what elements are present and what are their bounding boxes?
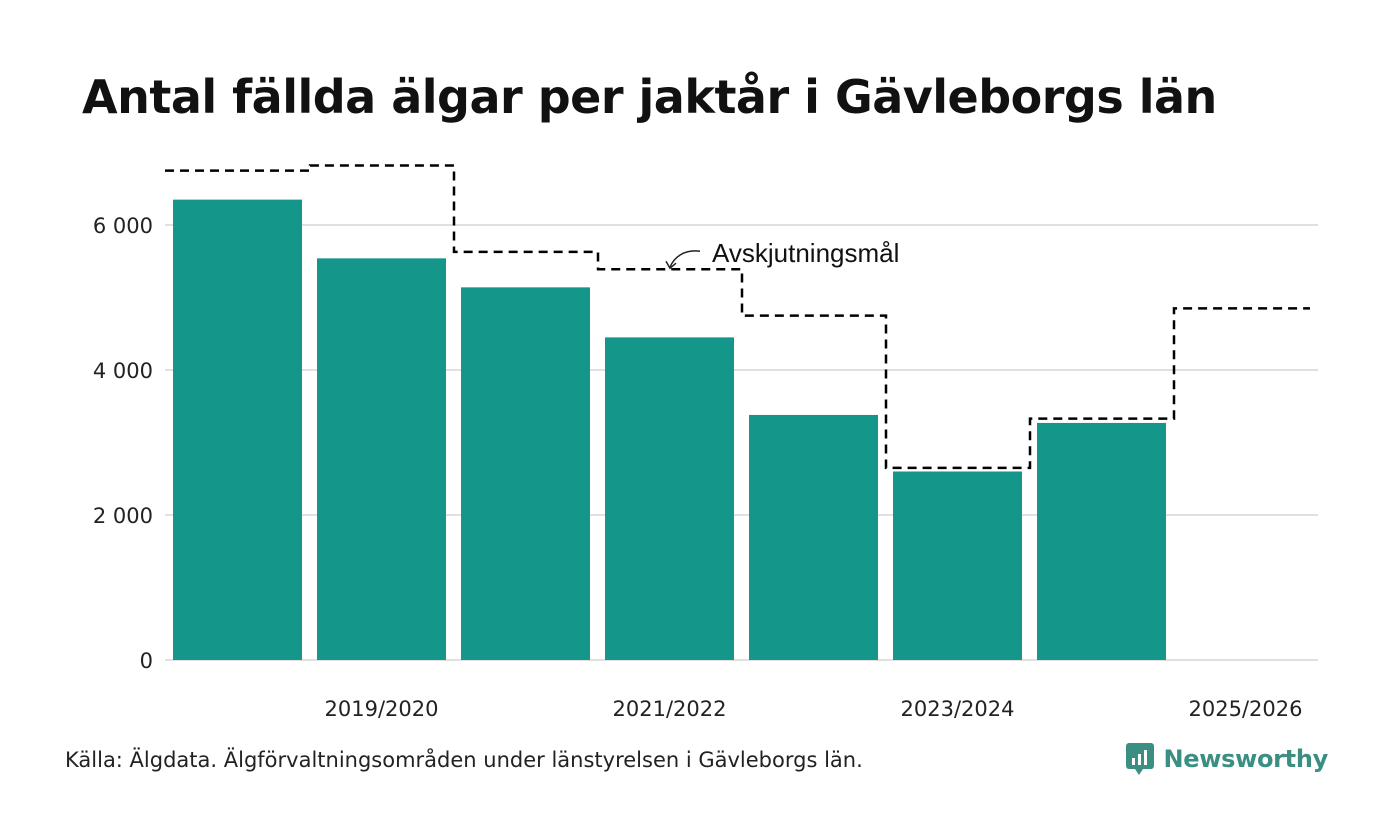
annotation-arrow	[669, 250, 701, 268]
bar	[893, 471, 1022, 660]
bar	[749, 414, 878, 660]
newsworthy-logo-icon	[1126, 743, 1155, 775]
bar	[605, 337, 734, 660]
y-tick-label: 6 000	[93, 214, 153, 238]
x-tick-label: 2025/2026	[1189, 697, 1303, 721]
bar	[461, 287, 590, 660]
brand-name: Newsworthy	[1163, 745, 1328, 773]
x-tick-label: 2023/2024	[901, 697, 1015, 721]
y-tick-label: 2 000	[93, 504, 153, 528]
y-tick-label: 0	[140, 649, 153, 673]
annotation-label: Avskjutningsmål	[712, 238, 899, 268]
bar	[173, 199, 302, 660]
x-tick-label: 2019/2020	[325, 697, 439, 721]
annotation-arrowhead	[665, 260, 677, 270]
bar	[317, 258, 446, 660]
y-tick-label: 4 000	[93, 359, 153, 383]
chart-title: Antal fällda älgar per jaktår i Gävlebor…	[82, 70, 1217, 124]
brand: Newsworthy	[1125, 742, 1328, 776]
bar	[1037, 422, 1166, 660]
target-step-line	[165, 164, 1310, 470]
source-note: Källa: Älgdata. Älgförvaltningsområden u…	[65, 748, 863, 772]
x-tick-label: 2021/2022	[613, 697, 727, 721]
